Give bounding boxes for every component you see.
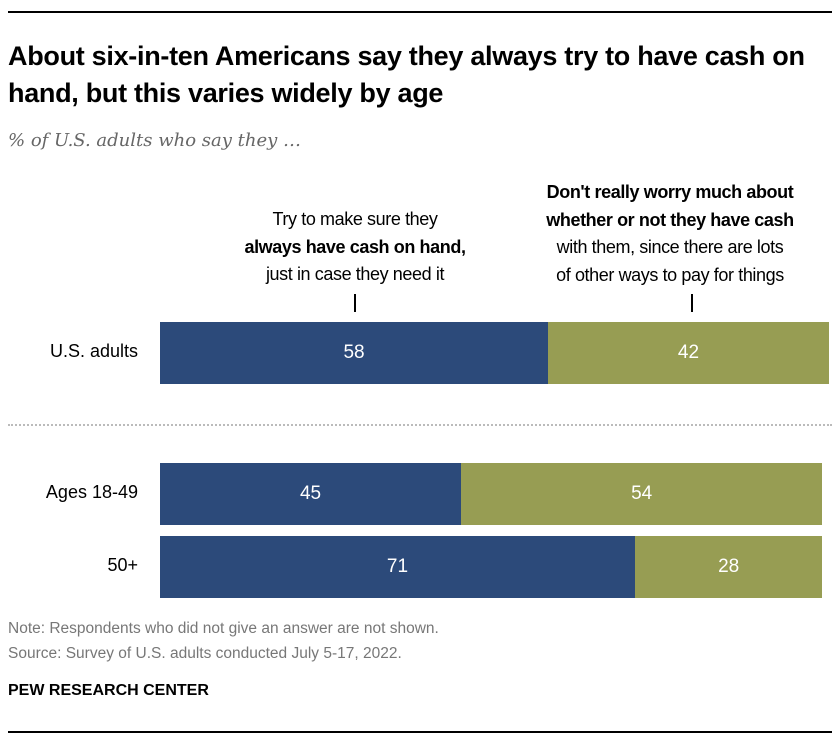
legend-right-bold: Don't really worry much about bbox=[546, 182, 794, 202]
bar-always-cash: 45 bbox=[160, 463, 462, 525]
bar-value-label: 71 bbox=[386, 556, 409, 577]
bar-dont-worry: 42 bbox=[548, 322, 829, 384]
legend-right-line: of other ways to pay for things bbox=[556, 264, 784, 285]
bar-always-cash: 58 bbox=[160, 322, 549, 384]
row-label: 50+ bbox=[107, 555, 138, 575]
legend-left-line: just in case they need it bbox=[265, 264, 445, 284]
bar-value-label: 45 bbox=[299, 483, 322, 504]
bar-dont-worry: 54 bbox=[461, 463, 823, 525]
group-separator bbox=[8, 424, 832, 426]
bar-value-label: 42 bbox=[677, 342, 700, 363]
bottom-rule bbox=[8, 731, 832, 733]
bar-always-cash: 71 bbox=[160, 536, 635, 598]
row-label: Ages 18-49 bbox=[45, 482, 138, 502]
note-text: Note: Respondents who did not give an an… bbox=[8, 620, 439, 637]
row-label: U.S. adults bbox=[49, 341, 138, 361]
legend-right-bold: whether or not they have cash bbox=[546, 209, 794, 230]
legend-tick-left bbox=[354, 294, 356, 312]
chart-subtitle: % of U.S. adults who say they … bbox=[8, 130, 302, 151]
brand-logo-text: PEW RESEARCH CENTER bbox=[8, 682, 209, 699]
source-text: Source: Survey of U.S. adults conducted … bbox=[8, 645, 402, 662]
legend-right-line: with them, since there are lots bbox=[556, 237, 784, 257]
legend-left-line: Try to make sure they bbox=[272, 209, 438, 229]
bar-value-label: 54 bbox=[631, 483, 653, 504]
legend-left-bold: always have cash on hand, bbox=[244, 236, 466, 257]
chart-title: About six-in-ten Americans say they alwa… bbox=[8, 41, 805, 108]
bar-value-label: 28 bbox=[718, 556, 740, 577]
legend-always-cash: Try to make sure they always have cash o… bbox=[190, 206, 520, 289]
bar-dont-worry: 28 bbox=[634, 536, 823, 598]
bar-value-label: 58 bbox=[343, 342, 365, 363]
legend-dont-worry: Don't really worry much about whether or… bbox=[500, 179, 840, 289]
legend-tick-right bbox=[691, 294, 693, 312]
top-rule bbox=[8, 11, 832, 13]
